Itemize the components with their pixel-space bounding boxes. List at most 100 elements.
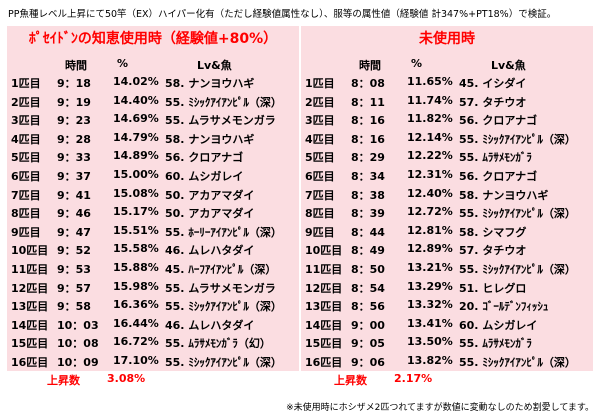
row-index: 4匹目 bbox=[11, 132, 41, 146]
row-percent: 16.36% bbox=[113, 298, 159, 312]
summary-value: 3.08% bbox=[107, 372, 146, 385]
table-row: 4匹目 8：16 12.14% 55. ﾐｼｯｸｱｲｱﾝﾋﾟﾙ（深） bbox=[301, 128, 593, 147]
row-time: 9：37 bbox=[57, 169, 91, 183]
poseidon-panel: ﾎﾟｾｲﾄﾞﾝの知恵使用時（経験値+80%） 時間 % Lv&魚 1匹目 9：18… bbox=[7, 26, 299, 371]
row-percent: 14.02% bbox=[113, 75, 159, 88]
footnote: ※未使用時にホシザメ2匹つれてますが数値に変動なしのため割愛してます。 bbox=[286, 403, 594, 413]
row-time: 8：50 bbox=[351, 262, 385, 276]
row-time: 8：44 bbox=[351, 225, 385, 239]
table-row: 10匹目 9：52 15.58% 46. ムレハタダイ bbox=[7, 239, 299, 258]
row-percent: 15.88% bbox=[113, 260, 159, 274]
row-index: 7匹目 bbox=[11, 188, 41, 202]
table-row: 16匹目 10：09 17.10% 55. ﾐｼｯｸｱｲｱﾝﾋﾟﾙ（深） bbox=[7, 351, 299, 370]
table-row: 14匹目 9：00 13.41% 60. ムシガレイ bbox=[301, 314, 593, 333]
row-percent: 14.79% bbox=[113, 130, 159, 144]
row-fish: 55. ﾑﾗｻﾒﾓﾝｶﾞﾗ bbox=[459, 151, 532, 165]
row-percent: 15.98% bbox=[113, 279, 159, 293]
row-percent: 16.44% bbox=[113, 316, 159, 330]
header-percent: % bbox=[411, 57, 423, 70]
row-percent: 13.21% bbox=[407, 260, 453, 274]
table-row: 5匹目 9：33 14.89% 56. クロアナゴ bbox=[7, 146, 299, 165]
table-row: 12匹目 9：57 15.98% 55. ムラサメモンガラ bbox=[7, 277, 299, 296]
row-index: 9匹目 bbox=[11, 225, 41, 239]
row-fish: 58. シマフグ bbox=[459, 225, 527, 239]
row-time: 9：05 bbox=[351, 337, 385, 351]
row-index: 15匹目 bbox=[11, 337, 49, 351]
row-fish: 58. ナンヨウハギ bbox=[165, 132, 255, 146]
row-time: 9：28 bbox=[57, 132, 91, 146]
summary-label: 上昇数 bbox=[47, 374, 80, 387]
row-percent: 12.14% bbox=[407, 130, 453, 144]
row-fish: 58. ナンヨウハギ bbox=[459, 188, 549, 202]
row-index: 14匹目 bbox=[11, 318, 49, 332]
row-percent: 13.82% bbox=[407, 353, 453, 367]
table-row: 15匹目 9：05 13.50% 55. ﾑﾗｻﾒﾓﾝｶﾞﾗ bbox=[301, 332, 593, 351]
row-index: 8匹目 bbox=[305, 207, 335, 221]
panel-title: ﾎﾟｾｲﾄﾞﾝの知恵使用時（経験値+80%） bbox=[28, 31, 278, 47]
row-index: 8匹目 bbox=[11, 207, 41, 221]
column-header: 時間 % Lv&魚 bbox=[301, 50, 593, 72]
summary-value: 2.17% bbox=[394, 372, 433, 385]
table-row: 8匹目 9：46 15.17% 50. アカアマダイ bbox=[7, 202, 299, 221]
row-fish: 56. クロアナゴ bbox=[165, 151, 244, 165]
row-fish: 60. ムシガレイ bbox=[165, 169, 244, 183]
row-index: 10匹目 bbox=[11, 244, 49, 258]
row-time: 9：00 bbox=[351, 318, 385, 332]
table-row: 15匹目 10：08 16.72% 55. ﾑﾗｻﾒﾓﾝｶﾞﾗ（幻） bbox=[7, 332, 299, 351]
row-index: 9匹目 bbox=[305, 225, 335, 239]
panel-title: 未使用時 bbox=[419, 31, 475, 47]
row-index: 6匹目 bbox=[305, 169, 335, 183]
row-percent: 15.58% bbox=[113, 242, 159, 256]
row-percent: 11.65% bbox=[407, 75, 453, 88]
row-percent: 14.69% bbox=[113, 112, 159, 126]
row-time: 8：16 bbox=[351, 132, 385, 146]
row-percent: 15.51% bbox=[113, 223, 159, 237]
row-percent: 16.72% bbox=[113, 335, 159, 349]
row-time: 8：56 bbox=[351, 300, 385, 314]
row-fish: 55. ﾐｼｯｸｱｲｱﾝﾋﾟﾙ（深） bbox=[459, 355, 576, 369]
row-fish: 56. クロアナゴ bbox=[459, 114, 538, 128]
row-index: 13匹目 bbox=[305, 300, 343, 314]
row-index: 2匹目 bbox=[11, 95, 41, 109]
header-time: 時間 bbox=[359, 59, 381, 72]
row-percent: 13.32% bbox=[407, 298, 453, 312]
row-fish: 55. ﾐｼｯｸｱｲｱﾝﾋﾟﾙ（深） bbox=[165, 300, 282, 314]
row-fish: 20. ｺﾞｰﾙﾃﾞﾝﾌｨｯｼｭ bbox=[459, 300, 549, 314]
row-fish: 46. ムレハタダイ bbox=[165, 244, 255, 258]
row-percent: 12.81% bbox=[407, 223, 453, 237]
row-index: 15匹目 bbox=[305, 337, 343, 351]
row-percent: 17.10% bbox=[113, 353, 159, 367]
row-fish: 55. ﾐｼｯｸｱｲｱﾝﾋﾟﾙ（深） bbox=[459, 132, 576, 146]
row-fish: 57. タチウオ bbox=[459, 244, 527, 258]
row-fish: 55. ﾎｰﾘｰｱｲｱﾝﾋﾟﾙ（深） bbox=[165, 225, 282, 239]
table-row: 14匹目 10：03 16.44% 46. ムレハタダイ bbox=[7, 314, 299, 333]
table-row: 6匹目 9：37 15.00% 60. ムシガレイ bbox=[7, 165, 299, 184]
row-index: 3匹目 bbox=[305, 114, 335, 128]
table-row: 8匹目 8：39 12.72% 55. ﾐｼｯｸｱｲｱﾝﾋﾟﾙ（深） bbox=[301, 202, 593, 221]
row-percent: 15.17% bbox=[113, 205, 159, 219]
row-index: 1匹目 bbox=[11, 77, 41, 90]
table-row: 1匹目 9：18 14.02% 58. ナンヨウハギ bbox=[7, 72, 299, 91]
row-percent: 11.74% bbox=[407, 93, 453, 107]
row-index: 3匹目 bbox=[11, 114, 41, 128]
row-time: 9：41 bbox=[57, 188, 91, 202]
row-index: 13匹目 bbox=[11, 300, 49, 314]
row-index: 4匹目 bbox=[305, 132, 335, 146]
row-fish: 55. ムラサメモンガラ bbox=[165, 281, 276, 295]
row-index: 12匹目 bbox=[305, 281, 343, 295]
row-index: 2匹目 bbox=[305, 95, 335, 109]
row-index: 5匹目 bbox=[305, 151, 335, 165]
summary-label: 上昇数 bbox=[334, 374, 367, 387]
table-row: 13匹目 9：58 16.36% 55. ﾐｼｯｸｱｲｱﾝﾋﾟﾙ（深） bbox=[7, 295, 299, 314]
row-percent: 12.40% bbox=[407, 186, 453, 200]
row-percent: 14.40% bbox=[113, 93, 159, 107]
row-time: 9：52 bbox=[57, 244, 91, 258]
row-percent: 13.41% bbox=[407, 316, 453, 330]
table-row: 16匹目 9：06 13.82% 55. ﾐｼｯｸｱｲｱﾝﾋﾟﾙ（深） bbox=[301, 351, 593, 370]
table-row: 13匹目 8：56 13.32% 20. ｺﾞｰﾙﾃﾞﾝﾌｨｯｼｭ bbox=[301, 295, 593, 314]
row-index: 6匹目 bbox=[11, 169, 41, 183]
row-index: 14匹目 bbox=[305, 318, 343, 332]
row-percent: 12.72% bbox=[407, 205, 453, 219]
row-time: 9：18 bbox=[57, 77, 91, 90]
row-time: 9：33 bbox=[57, 151, 91, 165]
